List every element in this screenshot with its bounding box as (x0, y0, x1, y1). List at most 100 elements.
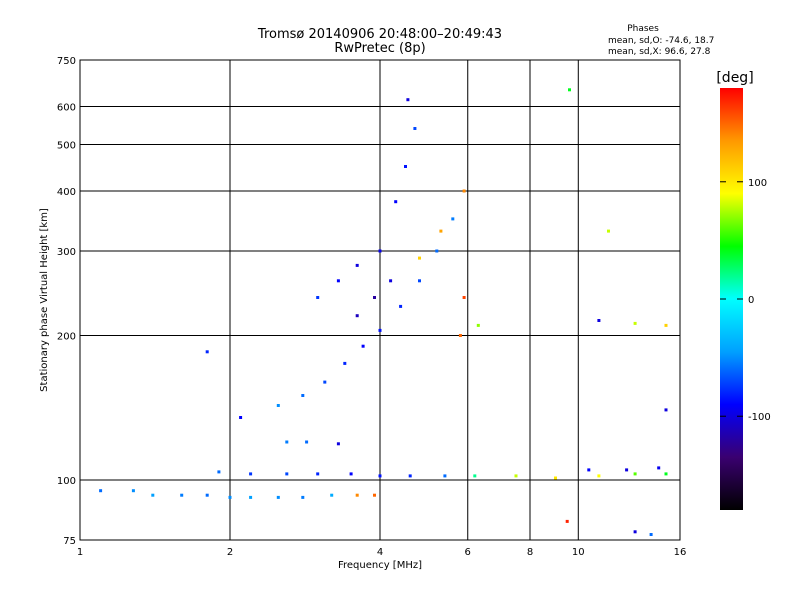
data-point (239, 416, 243, 419)
x-tick-label: 6 (465, 547, 471, 558)
data-point (131, 489, 135, 493)
data-point (151, 493, 155, 497)
data-point (336, 279, 340, 283)
data-point (462, 189, 466, 193)
data-point (435, 249, 439, 253)
data-point (399, 304, 403, 308)
data-point (664, 472, 668, 476)
data-point (514, 474, 518, 478)
data-point (301, 394, 305, 397)
plot-grid (79, 59, 681, 541)
data-point (285, 472, 289, 476)
data-point (625, 468, 629, 472)
data-point (408, 474, 412, 478)
colorbar (720, 88, 743, 510)
x-tick-label: 8 (527, 547, 533, 558)
data-point (597, 319, 601, 322)
data-point (657, 466, 661, 470)
data-point (473, 474, 477, 478)
data-point (355, 263, 359, 267)
data-point (373, 493, 376, 497)
data-point (316, 296, 320, 299)
colorbar-ticks: 100 0 -100 (720, 178, 771, 423)
data-point (323, 380, 327, 384)
stats-x: mean, sd,X: 96.6, 27.8 (608, 47, 711, 57)
colorbar-tick-label: -100 (748, 412, 771, 423)
x-axis: 1 2 4 6 8 10 16 (77, 547, 687, 558)
x-tick-label: 16 (674, 547, 687, 558)
data-point (330, 493, 334, 497)
data-point (568, 88, 571, 92)
data-point (361, 344, 365, 348)
x-tick-label: 2 (227, 547, 233, 558)
y-axis-label: Stationary phase Virtual Height [km] (39, 208, 50, 392)
data-point (439, 229, 443, 233)
x-tick-label: 10 (572, 547, 585, 558)
data-point (597, 474, 601, 478)
data-point (343, 361, 347, 365)
data-point (565, 519, 569, 523)
data-point (476, 323, 480, 327)
data-points (99, 88, 668, 536)
x-tick-label: 1 (77, 547, 83, 558)
data-point (633, 472, 637, 476)
data-point (378, 328, 382, 332)
data-point (462, 296, 466, 299)
x-axis-label: Frequency [MHz] (338, 560, 422, 571)
y-tick-label: 750 (57, 56, 76, 67)
data-point (404, 165, 407, 168)
data-point (378, 474, 382, 478)
data-point (249, 495, 253, 499)
y-tick-label: 300 (57, 247, 76, 258)
phases-header: Phases (627, 24, 659, 34)
data-point (413, 127, 417, 130)
data-point (249, 472, 253, 476)
data-point (180, 493, 184, 497)
data-point (373, 296, 376, 299)
y-tick-label: 75 (63, 536, 76, 547)
x-tick-label: 4 (377, 547, 383, 558)
data-point (649, 533, 653, 536)
data-point (664, 408, 668, 412)
data-point (418, 279, 421, 283)
data-point (443, 474, 447, 478)
data-point (301, 495, 305, 499)
plot-frame (79, 59, 681, 541)
colorbar-label: [deg] (716, 70, 753, 86)
data-point (217, 470, 221, 474)
data-point (633, 530, 637, 534)
chart-title: Tromsø 20140906 20:48:00–20:49:43 (257, 27, 502, 42)
data-point (336, 442, 340, 446)
y-tick-label: 200 (57, 332, 76, 343)
data-point (276, 495, 280, 499)
data-point (418, 256, 421, 260)
colorbar-tick-label: 100 (748, 178, 767, 189)
data-point (305, 440, 309, 444)
chart-subtitle: RwPretec (8p) (334, 41, 425, 56)
data-point (349, 472, 353, 476)
data-point (451, 217, 455, 221)
data-point (378, 249, 382, 253)
y-tick-label: 100 (57, 476, 76, 487)
data-point (205, 350, 209, 354)
data-point (458, 334, 462, 337)
data-point (633, 321, 637, 325)
data-point (205, 493, 209, 497)
y-tick-label: 600 (57, 103, 76, 114)
stats-o: mean, sd,O: -74.6, 18.7 (608, 36, 714, 46)
data-point (394, 200, 398, 204)
data-point (355, 493, 359, 497)
data-point (607, 229, 610, 233)
y-tick-label: 500 (57, 141, 76, 152)
data-point (664, 323, 668, 327)
data-point (355, 314, 359, 318)
data-point (587, 468, 591, 472)
colorbar-tick-label: 0 (748, 295, 754, 306)
data-point (389, 279, 393, 283)
data-point (406, 98, 410, 102)
data-point (228, 495, 232, 499)
data-point (316, 472, 320, 476)
data-point (285, 440, 289, 444)
y-axis: 75 100 200 300 400 500 600 750 (57, 56, 76, 547)
